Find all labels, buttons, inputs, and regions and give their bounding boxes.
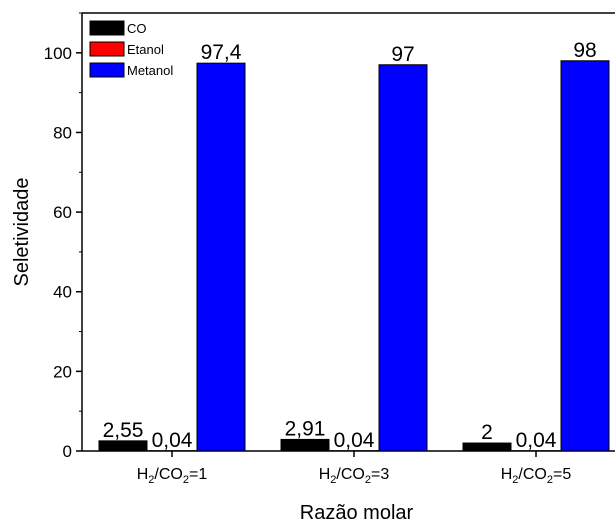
data-label-etanol-3: 0,04 xyxy=(516,429,557,452)
y-axis-ticks: 0 20 40 60 80 100 xyxy=(44,12,82,461)
data-label-etanol-2: 0,04 xyxy=(334,429,375,452)
legend-label-co: CO xyxy=(127,21,147,36)
data-labels: 2,55 2,91 2 0,04 0,04 0,04 97,4 97 98 xyxy=(103,39,597,452)
y-tick-label: 80 xyxy=(53,123,72,142)
x-tick-label-3: H2/CO2=5 xyxy=(501,466,572,486)
data-label-metanol-2: 97 xyxy=(391,43,414,66)
data-label-co-2: 2,91 xyxy=(285,417,326,440)
y-tick-label: 20 xyxy=(53,362,72,381)
bars xyxy=(98,60,610,452)
bar-co-2 xyxy=(280,438,330,452)
data-label-etanol-1: 0,04 xyxy=(152,429,193,452)
legend-swatch-co xyxy=(89,20,125,36)
y-axis-title: Seletividade xyxy=(11,178,33,287)
axes xyxy=(81,12,615,452)
y-tick-label: 40 xyxy=(53,283,72,302)
x-tick-label-1: H2/CO2=1 xyxy=(137,466,208,486)
y-tick-label: 60 xyxy=(53,203,72,222)
bar-metanol-2 xyxy=(378,64,428,452)
data-label-co-1: 2,55 xyxy=(103,419,144,442)
legend-label-metanol: Metanol xyxy=(127,63,173,78)
data-label-metanol-1: 97,4 xyxy=(201,41,242,64)
legend-swatch-metanol xyxy=(89,62,125,78)
bar-metanol-1 xyxy=(196,62,246,452)
bar-co-3 xyxy=(462,442,512,452)
x-axis-ticks: H2/CO2=1 H2/CO2=3 H2/CO2=5 xyxy=(137,451,572,486)
y-tick-label: 100 xyxy=(44,44,72,63)
legend-swatch-etanol xyxy=(89,41,125,57)
x-tick-label-2: H2/CO2=3 xyxy=(319,466,390,486)
bar-co-1 xyxy=(98,440,148,452)
data-label-metanol-3: 98 xyxy=(573,39,596,62)
x-axis-title: Razão molar xyxy=(300,502,414,523)
legend: CO Etanol Metanol xyxy=(89,20,173,78)
data-label-co-3: 2 xyxy=(481,421,493,444)
legend-label-etanol: Etanol xyxy=(127,42,164,57)
y-tick-label: 0 xyxy=(63,442,72,461)
bar-metanol-3 xyxy=(560,60,610,452)
